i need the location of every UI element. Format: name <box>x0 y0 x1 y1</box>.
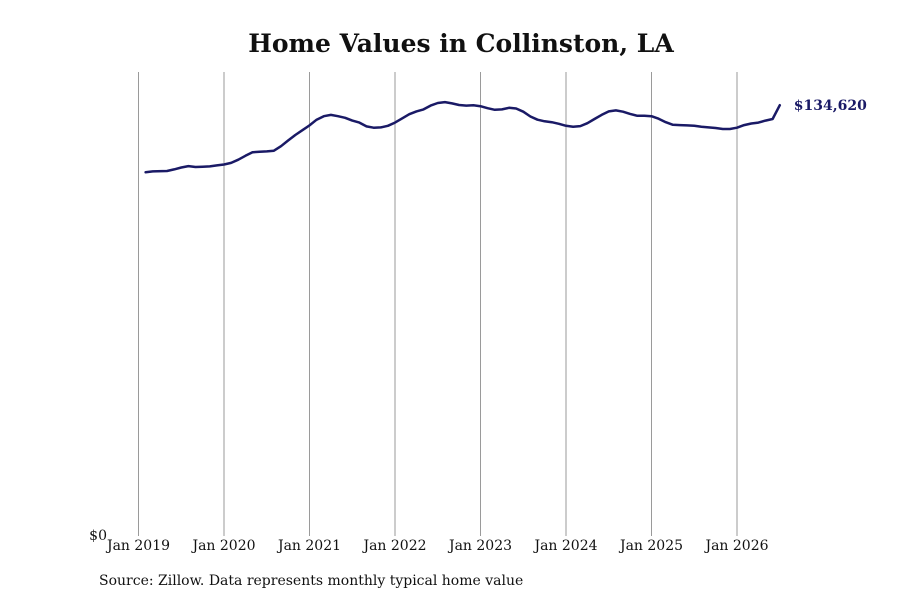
series-layer <box>144 100 782 174</box>
x-tick-label: Jan 2021 <box>276 538 341 554</box>
x-tick-label: Jan 2025 <box>618 538 683 554</box>
gridlines <box>138 72 738 536</box>
y-tick-label: $0 <box>89 528 107 544</box>
end-value-label: $134,620 <box>794 98 867 114</box>
x-tick-label: Jan 2022 <box>361 538 426 554</box>
x-tick-label: Jan 2024 <box>532 538 597 554</box>
chart-title: Home Values in Collinston, LA <box>248 29 674 58</box>
x-tick-label: Jan 2026 <box>703 538 768 554</box>
series-line <box>144 100 782 174</box>
source-note: Source: Zillow. Data represents monthly … <box>99 573 524 589</box>
x-tick-label: Jan 2023 <box>447 538 512 554</box>
tick-labels: Jan 2019 Jan 2020 Jan 2021 Jan 2022 Jan 2023… <box>89 98 867 554</box>
x-tick-label: Jan 2020 <box>190 538 255 554</box>
x-tick-label: Jan 2019 <box>105 538 170 554</box>
